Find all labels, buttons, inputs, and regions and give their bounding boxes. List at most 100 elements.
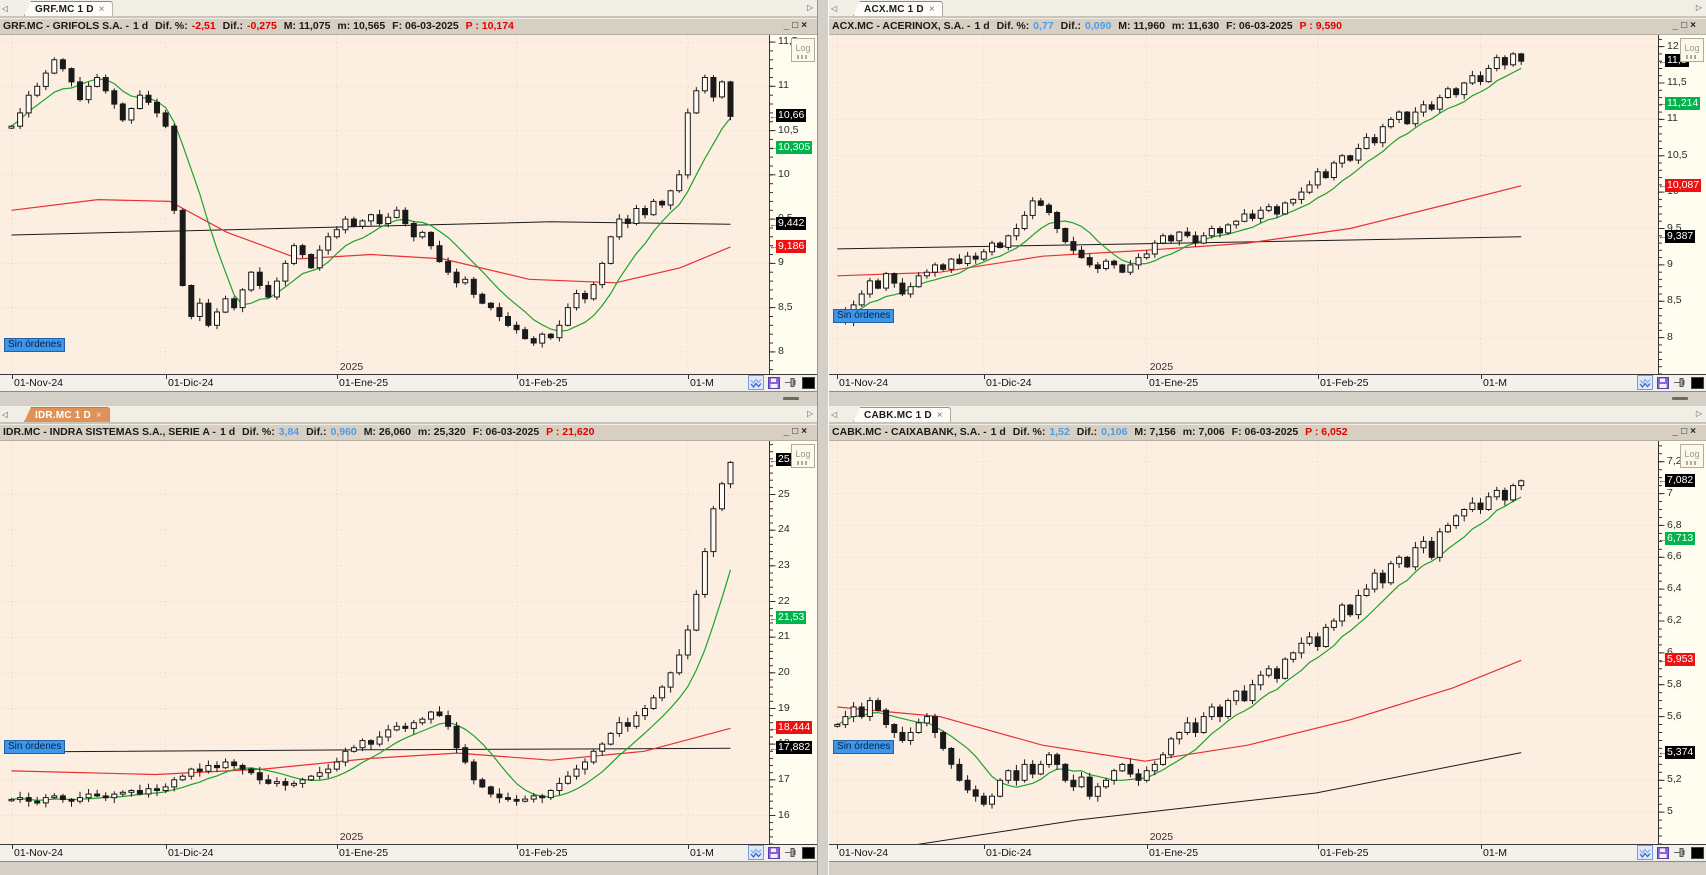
date-axis[interactable]: 01-Nov-24 01-Dic-24 01-Ene-25 01-Feb-25 01-M xyxy=(0,374,818,392)
pin-icon[interactable] xyxy=(784,376,798,389)
price-axis[interactable]: Log 25242322212019181716←25,96←21,53←18,… xyxy=(769,441,818,845)
chart-tab[interactable]: IDR.MC 1 D × xyxy=(24,407,110,423)
price-marker-value: 10,305 xyxy=(776,140,813,154)
log-scale-button[interactable]: Log xyxy=(791,444,816,469)
line-chart-icon[interactable] xyxy=(748,845,765,861)
maximize-button[interactable]: □ xyxy=(792,20,802,31)
horizontal-splitter[interactable] xyxy=(829,391,1706,407)
tab-scroll-right-icon[interactable]: ▷ xyxy=(806,409,814,419)
tab-scroll-left-icon[interactable]: ◁ xyxy=(830,410,838,420)
horizontal-splitter[interactable] xyxy=(0,391,818,407)
pin-icon[interactable] xyxy=(784,846,798,859)
dif-value: 0,106 xyxy=(1101,426,1128,439)
date-tick xyxy=(837,375,839,380)
save-icon[interactable] xyxy=(767,376,781,389)
candlestick-plot[interactable]: Sin órdenes 2025 xyxy=(829,35,1658,375)
chart-toolbar xyxy=(1637,375,1704,391)
splitter-handle-icon[interactable] xyxy=(1672,397,1688,401)
chart-tab[interactable]: ACX.MC 1 D × xyxy=(853,1,943,16)
close-button[interactable]: × xyxy=(1690,426,1699,438)
chart-tab[interactable]: CABK.MC 1 D × xyxy=(853,407,951,423)
black-square-icon[interactable] xyxy=(1690,846,1704,859)
black-square-icon[interactable] xyxy=(801,376,815,389)
candlestick-plot[interactable]: Sin órdenes 2025 xyxy=(0,35,770,375)
candlestick-plot[interactable]: Sin órdenes 2025 xyxy=(829,441,1658,845)
marker-arrow-icon: ← xyxy=(1658,98,1667,109)
price-marker-value: 9,442 xyxy=(776,217,807,231)
line-chart-icon[interactable] xyxy=(1637,845,1653,861)
black-square-icon[interactable] xyxy=(1690,376,1704,389)
price-marker: ← 9,186 xyxy=(769,239,807,253)
tab-close-icon[interactable]: × xyxy=(98,3,105,15)
splitter-handle-icon[interactable] xyxy=(783,397,800,401)
close-button[interactable]: × xyxy=(801,20,811,31)
minimize-button[interactable]: _ xyxy=(783,20,793,31)
line-chart-icon[interactable] xyxy=(1637,375,1653,391)
date-axis[interactable]: 01-Nov-24 01-Dic-24 01-Ene-25 01-Feb-25 01-M xyxy=(829,374,1706,392)
date-axis[interactable]: 01-Nov-24 01-Dic-24 01-Ene-25 01-Feb-25 01-M xyxy=(829,844,1706,862)
date-tick xyxy=(12,375,13,380)
line-chart-icon[interactable] xyxy=(748,375,765,391)
year-label: 2025 xyxy=(339,361,364,374)
price-marker: ← 5,374 xyxy=(1658,745,1696,759)
date-tick xyxy=(1147,375,1149,380)
maximize-button[interactable]: □ xyxy=(792,426,802,438)
chart-tab[interactable]: GRF.MC 1 D × xyxy=(24,1,113,16)
marker-arrow-icon: ← xyxy=(769,722,779,733)
left-column: ◁ GRF.MC 1 D × ▷ GRF.MC - GRIFOLS S.A. -… xyxy=(0,0,818,875)
black-square-icon[interactable] xyxy=(801,846,815,859)
save-icon[interactable] xyxy=(1656,846,1670,859)
vertical-splitter[interactable] xyxy=(817,0,830,875)
pin-icon[interactable] xyxy=(1673,846,1687,859)
price-axis-label: 11 xyxy=(1667,112,1678,125)
date-axis[interactable]: 01-Nov-24 01-Dic-24 01-Ene-25 01-Feb-25 01-M xyxy=(0,844,818,862)
close-button[interactable]: × xyxy=(801,426,811,438)
dif-pct-value: 0,77 xyxy=(1033,20,1054,32)
price-axis-ticks xyxy=(769,441,776,845)
window-buttons: _□× xyxy=(1673,19,1699,33)
tab-close-icon[interactable]: × xyxy=(95,409,102,421)
tab-close-icon[interactable]: × xyxy=(928,3,935,15)
session-max: M: 11,960 xyxy=(1118,20,1165,32)
maximize-button[interactable]: □ xyxy=(1681,426,1691,438)
price-axis[interactable]: Log 11,51110,5109,598,58←10,66←10,305←9,… xyxy=(769,35,818,375)
tab-label: GRF.MC 1 D xyxy=(35,3,94,15)
log-scale-button[interactable]: Log xyxy=(1680,38,1704,62)
price-axis-label: 21 xyxy=(778,630,790,643)
date-axis-label: 01-Ene-25 xyxy=(1149,377,1199,390)
marker-arrow-icon: ← xyxy=(1658,747,1667,758)
price-axis[interactable]: Log 1211,51110,5109,598,58←11,8←11,214←1… xyxy=(1658,35,1706,375)
price-axis-label: 12 xyxy=(1667,39,1679,52)
maximize-button[interactable]: □ xyxy=(1681,20,1691,31)
tab-close-icon[interactable]: × xyxy=(936,409,943,421)
log-scale-button[interactable]: Log xyxy=(791,38,816,62)
tab-scroll-right-icon[interactable]: ▷ xyxy=(806,3,814,12)
date-axis-label: 01-Feb-25 xyxy=(519,377,568,390)
close-button[interactable]: × xyxy=(1690,20,1699,31)
log-minibars-icon xyxy=(1686,460,1698,465)
price-axis-label: 20 xyxy=(778,665,790,678)
date-axis-label: 01-M xyxy=(690,847,714,860)
minimize-button[interactable]: _ xyxy=(1672,20,1682,31)
pin-icon[interactable] xyxy=(1673,376,1687,389)
price-axis[interactable]: Log 7,2 7 6,8 6,6 6,4 6,2 6 5,8 5,6 5,2 5 ← 7,082 ← 6,… xyxy=(1658,441,1706,845)
price-axis-label: 7,2 xyxy=(1667,454,1682,467)
save-icon[interactable] xyxy=(1656,376,1670,389)
tab-scroll-right-icon[interactable]: ▷ xyxy=(1695,3,1703,12)
save-icon[interactable] xyxy=(767,846,781,859)
minimize-button[interactable]: _ xyxy=(1672,426,1682,438)
tab-scroll-left-icon[interactable]: ◁ xyxy=(1,410,9,420)
date-tick xyxy=(12,845,13,850)
date-axis-label: 01-Dic-24 xyxy=(168,377,214,390)
tab-scroll-right-icon[interactable]: ▷ xyxy=(1695,409,1703,419)
tab-scroll-left-icon[interactable]: ◁ xyxy=(830,4,838,13)
marker-arrow-icon: ← xyxy=(1658,231,1667,242)
candlestick-plot[interactable]: Sin órdenes 2025 xyxy=(0,441,770,845)
tab-bar: ◁ CABK.MC 1 D × ▷ xyxy=(829,406,1706,425)
price-marker-value: 5,953 xyxy=(1665,653,1696,667)
date-axis-label: 01-Dic-24 xyxy=(168,847,214,860)
tab-scroll-left-icon[interactable]: ◁ xyxy=(1,4,9,13)
log-scale-button[interactable]: Log xyxy=(1680,444,1704,469)
session-date: F: 06-03-2025 xyxy=(392,20,459,32)
minimize-button[interactable]: _ xyxy=(783,426,793,438)
